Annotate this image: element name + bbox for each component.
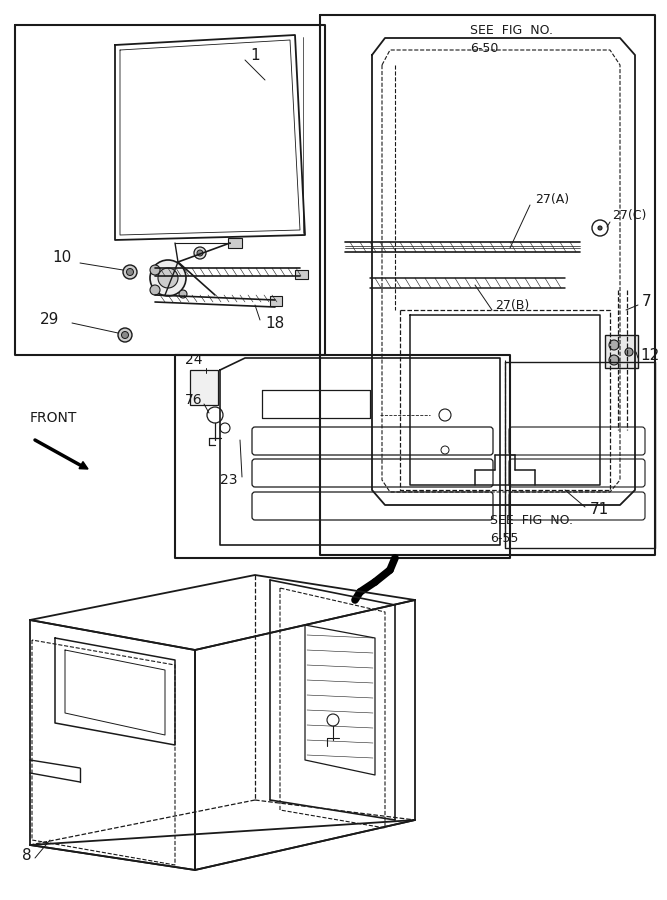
Circle shape <box>609 340 619 350</box>
Text: 27(A): 27(A) <box>535 194 569 206</box>
Circle shape <box>127 268 133 275</box>
Text: 76: 76 <box>185 393 203 407</box>
Polygon shape <box>228 238 242 248</box>
Circle shape <box>592 220 608 236</box>
Text: 27(C): 27(C) <box>612 209 646 221</box>
Text: 1: 1 <box>250 48 259 62</box>
Text: 29: 29 <box>40 312 59 328</box>
Text: 6-50: 6-50 <box>470 41 498 55</box>
Text: FRONT: FRONT <box>30 411 77 425</box>
Text: SEE  FIG  NO.: SEE FIG NO. <box>490 514 573 526</box>
Text: SEE  FIG  NO.: SEE FIG NO. <box>470 23 553 37</box>
Circle shape <box>194 247 206 259</box>
Text: 27(B): 27(B) <box>495 299 529 311</box>
Text: 6-55: 6-55 <box>490 532 518 544</box>
Circle shape <box>121 331 129 338</box>
Circle shape <box>197 250 203 256</box>
Circle shape <box>123 265 137 279</box>
Circle shape <box>625 348 633 356</box>
Text: 10: 10 <box>52 250 71 266</box>
Polygon shape <box>79 462 88 469</box>
Text: 8: 8 <box>22 848 31 862</box>
Text: 12: 12 <box>640 347 659 363</box>
Polygon shape <box>295 270 308 279</box>
Text: 7: 7 <box>642 294 652 310</box>
Text: 24: 24 <box>185 353 203 367</box>
Circle shape <box>150 285 160 295</box>
Polygon shape <box>190 370 218 405</box>
Text: 23: 23 <box>220 473 237 487</box>
Circle shape <box>150 265 160 275</box>
Circle shape <box>179 290 187 298</box>
Circle shape <box>118 328 132 342</box>
Circle shape <box>609 355 619 365</box>
Circle shape <box>158 268 178 288</box>
Polygon shape <box>605 335 638 368</box>
Circle shape <box>150 260 186 296</box>
Circle shape <box>598 226 602 230</box>
Polygon shape <box>270 296 282 306</box>
Text: 18: 18 <box>265 316 284 330</box>
Text: 71: 71 <box>590 502 609 518</box>
